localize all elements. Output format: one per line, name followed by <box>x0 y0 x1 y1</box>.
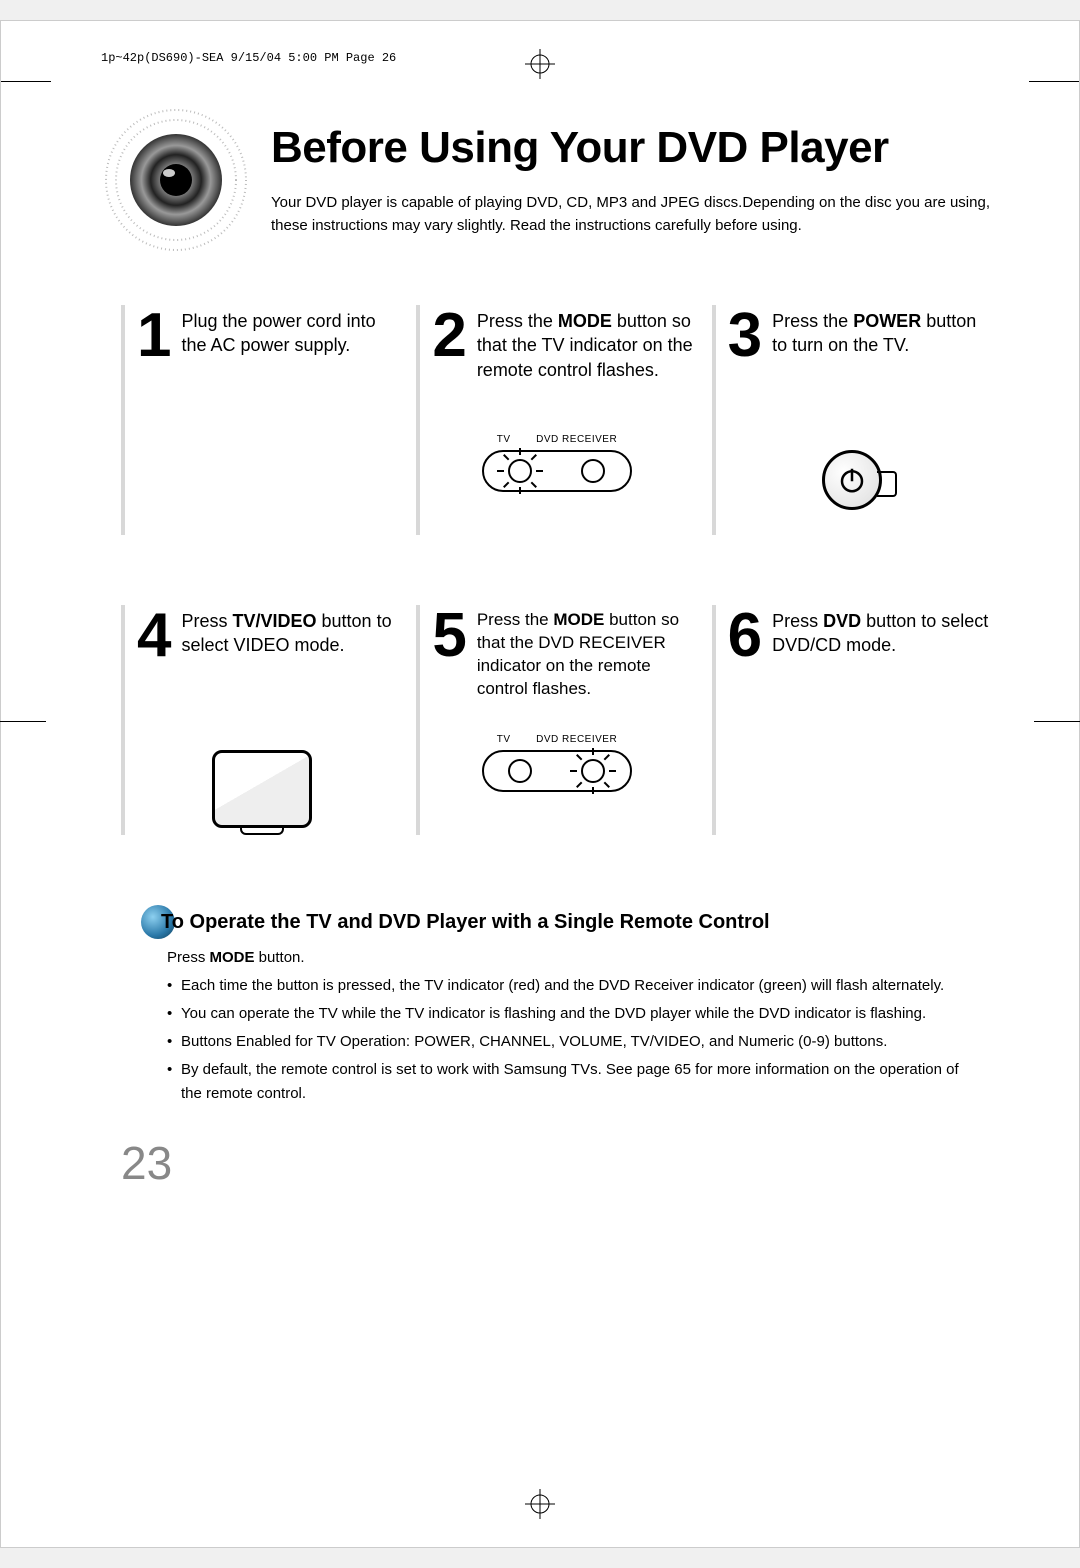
step-3: 3 Press the POWER button to turn on the … <box>712 305 989 535</box>
crop-mark <box>0 721 46 722</box>
section-title: To Operate the TV and DVD Player with a … <box>161 911 770 934</box>
crop-mark <box>1034 721 1080 722</box>
mode-selector-illustration: TV DVD RECEIVER <box>482 450 632 492</box>
manual-page: 1p~42p(DS690)-SEA 9/15/04 5:00 PM Page 2… <box>0 20 1080 1548</box>
list-item: Each time the button is pressed, the TV … <box>167 974 979 998</box>
mode-dvd-label: DVD RECEIVER <box>536 734 617 745</box>
section-subline: Press MODE button. <box>167 949 979 966</box>
dvd-led-icon <box>581 459 605 483</box>
step-text: Plug the power cord into the AC power su… <box>181 305 398 535</box>
steps-row-1: 1 Plug the power cord into the AC power … <box>121 305 989 535</box>
list-item: Buttons Enabled for TV Operation: POWER,… <box>167 1030 979 1054</box>
dvd-led-icon <box>581 759 605 783</box>
page-number: 23 <box>121 1136 1019 1190</box>
list-item: By default, the remote control is set to… <box>167 1058 979 1106</box>
step-text: Press DVD button to select DVD/CD mode. <box>772 605 989 835</box>
registration-mark <box>525 49 555 79</box>
list-item: You can operate the TV while the TV indi… <box>167 1002 979 1026</box>
tv-screen-illustration <box>212 750 312 828</box>
step-number: 4 <box>137 611 171 835</box>
section-bullet-list: Each time the button is pressed, the TV … <box>167 974 979 1106</box>
step-4: 4 Press TV/VIDEO button to select VIDEO … <box>121 605 398 835</box>
step-number: 3 <box>728 311 762 535</box>
print-slug: 1p~42p(DS690)-SEA 9/15/04 5:00 PM Page 2… <box>101 51 1019 65</box>
mode-tv-label: TV <box>497 434 511 445</box>
tv-led-icon <box>508 459 532 483</box>
step-number: 5 <box>432 611 466 835</box>
mode-dvd-label: DVD RECEIVER <box>536 434 617 445</box>
mode-tv-label: TV <box>497 734 511 745</box>
tv-led-icon <box>508 759 532 783</box>
page-title: Before Using Your DVD Player <box>271 123 1019 173</box>
step-1: 1 Plug the power cord into the AC power … <box>121 305 398 535</box>
step-6: 6 Press DVD button to select DVD/CD mode… <box>712 605 989 835</box>
crop-mark <box>1029 81 1079 82</box>
speaker-icon <box>101 105 251 255</box>
mode-selector-illustration: TV DVD RECEIVER <box>482 750 632 792</box>
registration-mark <box>525 1489 555 1519</box>
crop-mark <box>1 81 51 82</box>
header: Before Using Your DVD Player Your DVD pl… <box>101 105 1019 255</box>
steps-row-2: 4 Press TV/VIDEO button to select VIDEO … <box>121 605 989 835</box>
remote-control-section: To Operate the TV and DVD Player with a … <box>141 905 979 1106</box>
intro-text: Your DVD player is capable of playing DV… <box>271 191 1019 238</box>
power-icon <box>822 450 882 510</box>
step-5: 5 Press the MODE button so that the DVD … <box>416 605 693 835</box>
step-text: Press the MODE button so that the DVD RE… <box>477 605 694 835</box>
step-2: 2 Press the MODE button so that the TV i… <box>416 305 693 535</box>
step-text: Press the MODE button so that the TV ind… <box>477 305 694 535</box>
tv-icon <box>212 750 312 828</box>
step-number: 2 <box>432 311 466 535</box>
step-number: 6 <box>728 611 762 835</box>
step-number: 1 <box>137 311 171 535</box>
power-button-illustration <box>822 450 882 510</box>
